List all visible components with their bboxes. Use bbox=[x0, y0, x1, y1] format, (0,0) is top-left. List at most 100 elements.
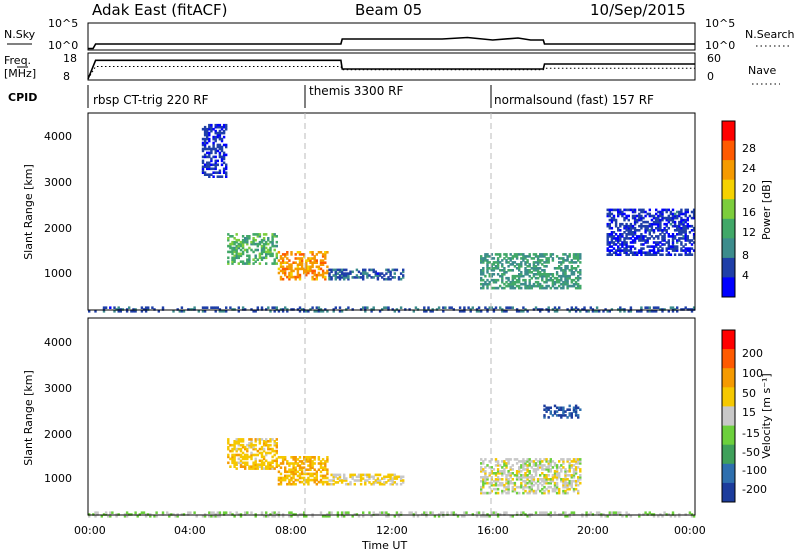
data-cell bbox=[543, 474, 546, 477]
data-cell bbox=[480, 310, 483, 313]
data-cell bbox=[490, 466, 493, 469]
data-cell bbox=[275, 449, 278, 453]
data-cell bbox=[505, 476, 508, 479]
data-cell bbox=[290, 511, 293, 514]
data-cell bbox=[469, 310, 472, 313]
data-cell bbox=[258, 240, 262, 244]
data-cell bbox=[237, 254, 240, 258]
data-cell bbox=[214, 125, 217, 129]
data-cell bbox=[391, 473, 394, 477]
data-cell bbox=[281, 462, 285, 465]
data-cell bbox=[673, 253, 677, 256]
data-cell bbox=[572, 470, 576, 473]
data-cell bbox=[568, 487, 571, 491]
data-cell bbox=[248, 445, 251, 449]
data-cell bbox=[315, 259, 318, 262]
data-cell bbox=[355, 475, 359, 479]
colorbar-swatch bbox=[722, 179, 735, 200]
data-cell bbox=[206, 147, 209, 151]
data-cell bbox=[671, 245, 675, 248]
data-cell bbox=[332, 475, 335, 479]
colorbar-swatch bbox=[722, 349, 735, 369]
data-cell bbox=[524, 460, 527, 463]
data-cell bbox=[518, 253, 521, 256]
velocity-cbar-tick-15: 15 bbox=[742, 406, 756, 419]
data-cell bbox=[490, 511, 493, 514]
data-cell bbox=[336, 473, 340, 477]
data-cell bbox=[206, 173, 209, 176]
data-cell bbox=[638, 218, 641, 222]
data-cell bbox=[296, 265, 300, 269]
data-cell bbox=[631, 241, 635, 244]
data-cell bbox=[292, 482, 295, 486]
data-cell bbox=[496, 483, 500, 487]
data-cell bbox=[570, 416, 573, 419]
data-cell bbox=[252, 233, 255, 236]
data-cell bbox=[657, 243, 660, 246]
data-cell bbox=[206, 167, 209, 171]
data-cell bbox=[366, 274, 369, 277]
data-cell bbox=[610, 231, 614, 234]
data-cell bbox=[555, 478, 559, 481]
data-cell bbox=[667, 220, 670, 224]
data-cell bbox=[313, 259, 316, 262]
data-cell bbox=[290, 267, 293, 271]
data-cell bbox=[536, 271, 540, 274]
data-cell bbox=[522, 464, 525, 467]
data-cell bbox=[661, 212, 664, 216]
data-cell bbox=[526, 271, 529, 274]
data-cell bbox=[570, 261, 573, 264]
data-cell bbox=[509, 474, 512, 477]
data-cell bbox=[281, 271, 285, 275]
data-cell bbox=[505, 253, 508, 256]
data-cell bbox=[254, 457, 257, 461]
data-cell bbox=[644, 229, 647, 232]
data-cell bbox=[560, 263, 563, 266]
data-cell bbox=[568, 468, 571, 471]
data-cell bbox=[692, 241, 696, 244]
data-cell bbox=[629, 224, 633, 228]
data-cell bbox=[256, 463, 259, 466]
data-cell bbox=[206, 133, 209, 137]
data-cell bbox=[484, 458, 487, 461]
data-cell bbox=[492, 310, 496, 313]
data-cell bbox=[319, 466, 323, 469]
data-cell bbox=[389, 479, 392, 482]
data-cell bbox=[319, 310, 323, 313]
data-cell bbox=[324, 480, 327, 484]
data-cell bbox=[309, 265, 312, 269]
data-cell bbox=[256, 467, 259, 470]
data-cell bbox=[281, 456, 285, 459]
data-cell bbox=[579, 284, 582, 288]
data-cell bbox=[619, 237, 622, 240]
data-cell bbox=[595, 310, 599, 313]
data-cell bbox=[250, 438, 253, 441]
data-cell bbox=[539, 271, 542, 274]
data-cell bbox=[678, 222, 681, 226]
velocity-colorbar-label: Velocity [m s⁻¹] bbox=[760, 373, 773, 458]
data-cell bbox=[366, 475, 369, 479]
velocity-ytick-2000: 2000 bbox=[44, 428, 72, 441]
data-cell bbox=[254, 256, 257, 260]
data-cell bbox=[671, 212, 675, 216]
data-cell bbox=[646, 229, 649, 232]
data-cell bbox=[652, 241, 656, 244]
data-cell bbox=[402, 274, 405, 277]
data-cell bbox=[553, 474, 557, 477]
data-cell bbox=[572, 253, 576, 256]
data-cell bbox=[423, 306, 426, 309]
data-cell bbox=[349, 482, 352, 486]
data-cell bbox=[507, 472, 510, 475]
data-cell bbox=[661, 235, 664, 238]
data-cell bbox=[547, 257, 550, 260]
data-cell bbox=[625, 249, 628, 252]
data-cell bbox=[623, 241, 626, 244]
data-cell bbox=[644, 239, 647, 242]
data-cell bbox=[307, 269, 310, 273]
data-cell bbox=[558, 284, 561, 288]
data-cell bbox=[577, 458, 580, 461]
power-ylabel: Slant Range [km] bbox=[22, 164, 35, 260]
data-cell bbox=[267, 443, 270, 447]
data-cell bbox=[317, 251, 321, 254]
data-cell bbox=[574, 470, 578, 473]
